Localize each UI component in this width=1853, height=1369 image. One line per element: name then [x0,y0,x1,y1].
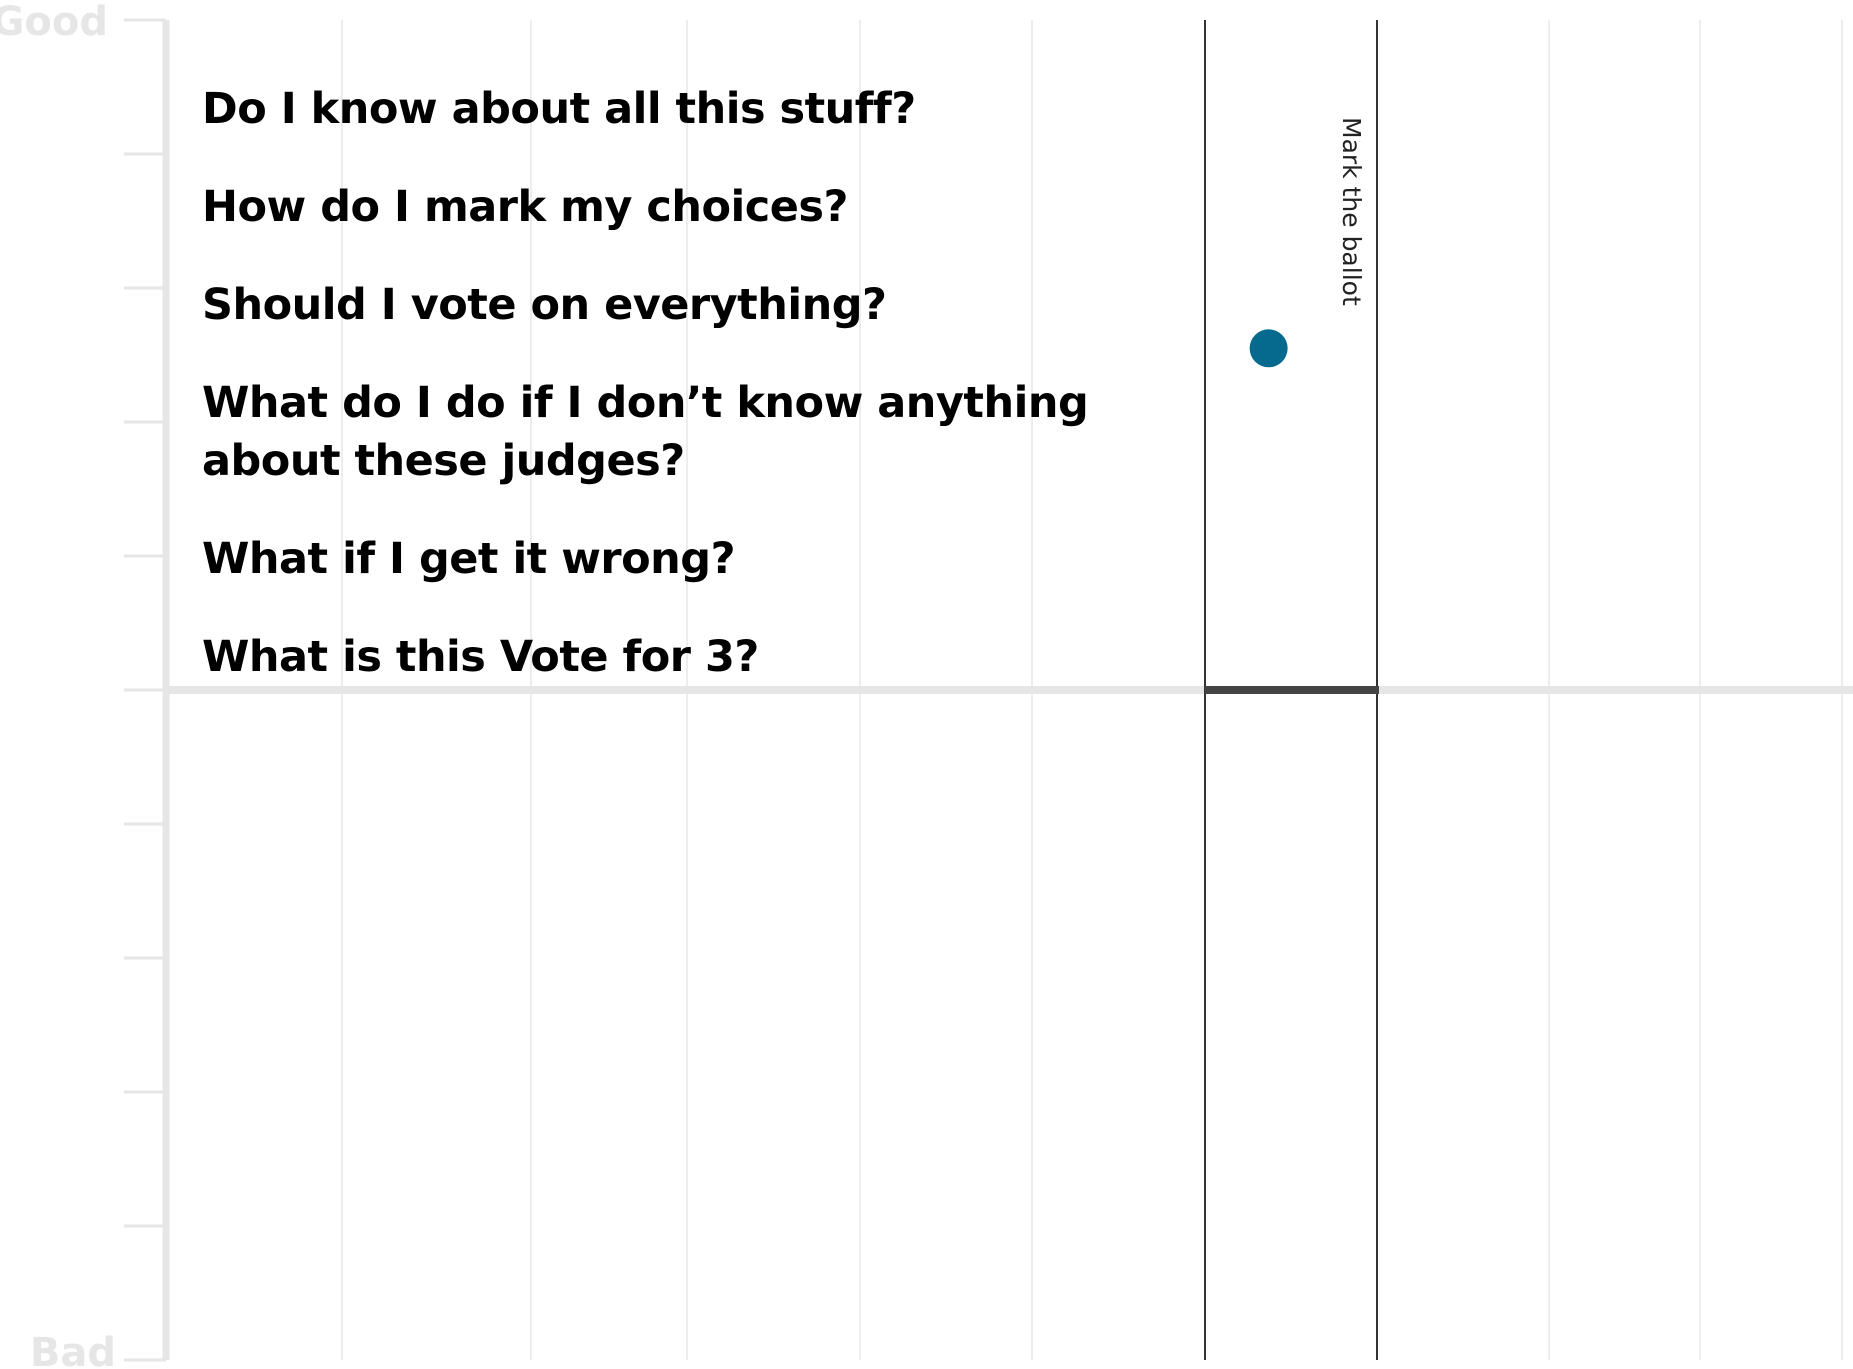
data-point [1249,329,1288,368]
stage-label: Mark the ballot [1337,117,1366,306]
question-item: What do I do if I don’t know anything ab… [202,378,1089,486]
question-item: Should I vote on everything? [202,280,887,330]
question-item: What is this Vote for 3? [202,632,759,682]
question-item: Do I know about all this stuff? [202,84,916,134]
question-list: Do I know about all this stuff? How do I… [202,80,1102,726]
stage-markers: Mark the ballot [1204,20,1379,1360]
question-item: What if I get it wrong? [202,534,736,584]
y-axis-bottom-label: Bad [30,1330,116,1369]
question-item: How do I mark my choices? [202,182,848,232]
data-points [1249,329,1288,368]
y-axis-top-label: Good [0,0,108,45]
